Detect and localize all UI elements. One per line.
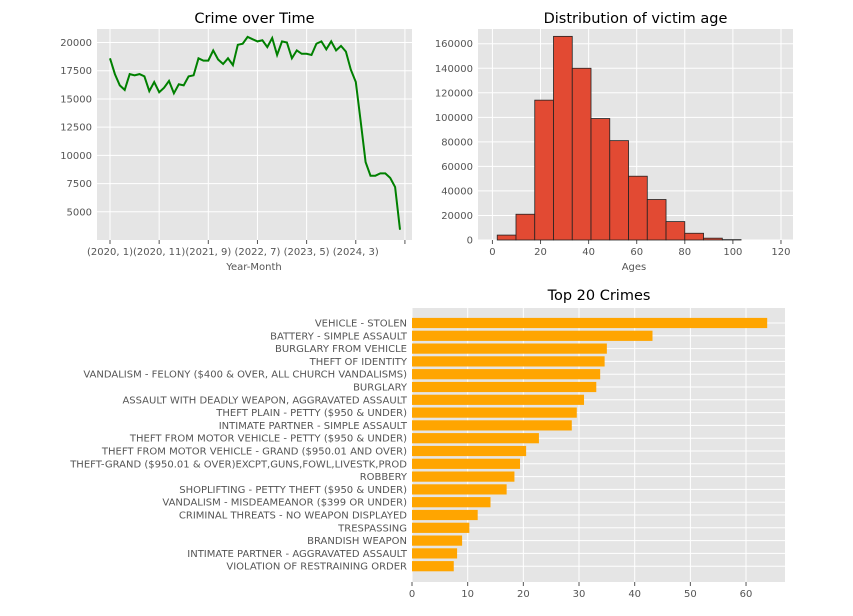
crime-bar — [412, 343, 607, 354]
x-tick-label: (2020, 1) — [87, 247, 133, 258]
crime-bar — [412, 433, 539, 444]
crime-bar — [412, 356, 605, 367]
x-tick-label: 30 — [573, 589, 586, 600]
victim-age-histogram: 0 20000 40000 60000 80000 100000 120000 140000 1… — [435, 11, 793, 273]
x-tick-label: 40 — [628, 589, 641, 600]
x-axis-label: Ages — [622, 262, 647, 273]
crime-category-label: BATTERY - SIMPLE ASSAULT — [270, 331, 408, 342]
x-tick-label: 60 — [740, 589, 753, 600]
crime-category-label: THEFT-GRAND ($950.01 & OVER)EXCPT,GUNS,F… — [69, 459, 407, 470]
x-tick-label: 40 — [582, 247, 595, 258]
y-tick-label: 160000 — [435, 39, 473, 50]
histogram-bar — [609, 140, 629, 241]
x-tick-label: (2021, 9) — [185, 247, 231, 258]
crime-bar — [412, 535, 463, 546]
crime-bar — [412, 394, 585, 405]
crime-bar — [412, 522, 470, 533]
histogram-bar — [496, 234, 517, 241]
chart-title: Top 20 Crimes — [547, 288, 651, 304]
y-tick-label: 15000 — [60, 94, 92, 105]
crime-bar — [412, 561, 454, 572]
crime-category-label: THEFT PLAIN - PETTY ($950 & UNDER) — [215, 408, 407, 419]
x-tick-label: 20 — [534, 247, 547, 258]
y-tick-label: 7500 — [67, 179, 92, 190]
y-tick-label: 140000 — [435, 64, 473, 75]
crime-category-label: CRIMINAL THREATS - NO WEAPON DISPLAYED — [179, 511, 407, 522]
x-tick-label: 10 — [461, 589, 474, 600]
crime-category-label: BURGLARY — [353, 383, 408, 394]
x-tick-label: (2020, 11) — [133, 247, 185, 258]
y-tick-label: 17500 — [60, 66, 92, 77]
crime-bar — [412, 317, 768, 329]
crime-category-label: SHOPLIFTING - PETTY THEFT ($950 & UNDER) — [179, 485, 407, 496]
x-tick-label: 120 — [771, 247, 790, 258]
x-tick-label: 50 — [684, 589, 697, 600]
crime-category-label: THEFT FROM MOTOR VEHICLE - GRAND ($950.0… — [101, 447, 407, 458]
crime-bar — [412, 497, 491, 508]
histogram-bar — [665, 221, 686, 241]
crime-category-label: THEFT FROM MOTOR VEHICLE - PETTY ($950 &… — [129, 434, 407, 445]
y-tick-label: 120000 — [435, 88, 473, 99]
crime-bar — [412, 407, 577, 418]
y-tick-label: 5000 — [67, 207, 92, 218]
crime-category-label: VEHICLE - STOLEN — [315, 319, 407, 330]
crime-bar — [412, 381, 597, 393]
y-tick-label: 40000 — [441, 186, 473, 197]
histogram-bar — [646, 199, 667, 241]
crime-category-label: INTIMATE PARTNER - AGGRAVATED ASSAULT — [187, 549, 408, 560]
histogram-bar — [515, 213, 536, 241]
crime-bar — [412, 445, 527, 457]
crime-category-label: THEFT OF IDENTITY — [309, 357, 408, 368]
chart-title: Crime over Time — [194, 11, 314, 27]
histogram-bar — [703, 237, 723, 241]
plot-background — [97, 29, 412, 240]
crime-category-label: ROBBERY — [360, 472, 408, 483]
crime-bar — [412, 509, 478, 521]
histogram-bar — [628, 175, 648, 241]
x-tick-label: 100 — [723, 247, 742, 258]
y-tick-label: 10000 — [60, 151, 92, 162]
x-tick-label: 0 — [409, 589, 415, 600]
y-tick-label: 20000 — [60, 38, 92, 49]
crime-bar — [412, 420, 572, 431]
x-tick-label: 0 — [489, 247, 495, 258]
x-tick-label: (2022, 7) — [234, 247, 280, 258]
crime-bar — [412, 548, 458, 559]
crime-category-label: VANDALISM - FELONY ($400 & OVER, ALL CHU… — [83, 370, 407, 381]
chart-title: Distribution of victim age — [544, 11, 728, 27]
y-tick-label: 12500 — [60, 123, 92, 134]
crime-over-time-chart: 5000 7500 10000 12500 15000 17500 20000 (2020, … — [60, 11, 412, 273]
histogram-bar — [571, 67, 592, 241]
histogram-bar — [590, 118, 611, 241]
crime-bar — [412, 458, 521, 469]
x-tick-label: (2023, 5) — [284, 247, 330, 258]
crime-bar — [412, 330, 653, 341]
x-axis-label: Year-Month — [225, 262, 281, 273]
x-tick-label: (2024, 3) — [333, 247, 379, 258]
crime-category-label: TRESPASSING — [337, 523, 407, 534]
y-tick-label: 80000 — [441, 137, 473, 148]
x-tick-label: 80 — [678, 247, 691, 258]
y-tick-label: 100000 — [435, 113, 473, 124]
y-tick-label: 20000 — [441, 211, 473, 222]
y-tick-label: 60000 — [441, 162, 473, 173]
x-tick-label: 20 — [517, 589, 530, 600]
crime-category-label: VANDALISM - MISDEAMEANOR ($399 OR UNDER) — [162, 498, 407, 509]
crime-category-label: BRANDISH WEAPON — [307, 536, 407, 547]
crime-category-label: BURGLARY FROM VEHICLE — [275, 344, 407, 355]
crime-bar — [412, 484, 507, 495]
histogram-bar — [553, 35, 573, 241]
crime-category-label: ASSAULT WITH DEADLY WEAPON, AGGRAVATED A… — [122, 395, 407, 406]
crime-bar — [412, 471, 515, 482]
crime-category-label: INTIMATE PARTNER - SIMPLE ASSAULT — [219, 421, 408, 432]
histogram-bar — [684, 232, 704, 241]
series-line — [109, 35, 401, 230]
x-tick-label: 60 — [630, 247, 643, 258]
crime-bar — [412, 369, 601, 380]
histogram-bar — [534, 99, 554, 241]
y-tick-label: 0 — [467, 236, 473, 247]
crime-category-label: VIOLATION OF RESTRAINING ORDER — [226, 562, 407, 573]
